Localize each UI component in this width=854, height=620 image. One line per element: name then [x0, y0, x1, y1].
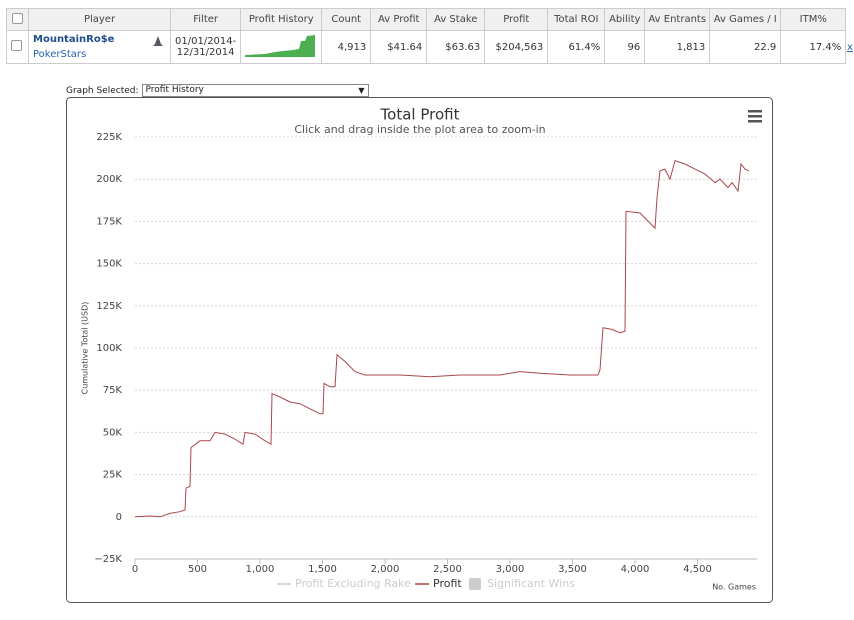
itm: 17.4%	[780, 30, 847, 64]
stats-table: Player Filter Profit History Count Av Pr…	[6, 8, 847, 64]
x-tick-label: 1,000	[246, 564, 275, 575]
select-all[interactable]	[6, 8, 29, 31]
sparkline-cell	[240, 30, 323, 64]
header[interactable]: ITM%	[780, 8, 847, 31]
header[interactable]: Av Stake	[426, 8, 486, 31]
graph-selector: Graph Selected: Profit History ▼	[66, 84, 369, 97]
legend-symbol	[469, 578, 481, 590]
av-entrants: 1,813	[644, 30, 711, 64]
y-tick-label: −25K	[94, 554, 122, 565]
y-tick-label: 200K	[96, 174, 122, 185]
total-roi: 61.4%	[547, 30, 606, 64]
x-tick-label: 1,500	[308, 564, 337, 575]
x-tick-label: 4,000	[621, 564, 650, 575]
header[interactable]: Filter	[169, 8, 242, 31]
x-tick-label: 3,500	[558, 564, 587, 575]
header[interactable]: Av Profit	[370, 8, 428, 31]
header[interactable]: Count	[321, 8, 372, 31]
y-tick-label: 225K	[96, 132, 122, 143]
y-tick-label: 50K	[103, 427, 123, 438]
y-axis-title: Cumulative Total (USD)	[81, 302, 90, 395]
sparkline	[245, 34, 316, 57]
x-axis-title: No. Games	[712, 583, 756, 592]
data-row: MountainRo$e PokerStars 01/01/2014-12/31…	[6, 30, 847, 64]
chart-menu[interactable]	[748, 110, 762, 123]
row-select[interactable]	[6, 30, 29, 64]
y-tick-label: 175K	[96, 216, 122, 227]
x-tick-label: 3,000	[496, 564, 525, 575]
x-tick-label: 4,500	[683, 564, 712, 575]
y-tick-label: 100K	[96, 343, 122, 354]
filter-cell: 01/01/2014-12/31/2014	[169, 30, 242, 64]
remove-link[interactable]: x	[847, 42, 853, 53]
selector-label: Graph Selected:	[66, 86, 139, 96]
legend-label: Significant Wins	[487, 577, 575, 590]
legend-label: Profit Excluding Rake	[295, 577, 411, 590]
player-name[interactable]: MountainRo$e	[33, 34, 115, 45]
av-games: 22.9	[709, 30, 782, 64]
av-profit: $41.64	[370, 30, 428, 64]
profit: $204,563	[484, 30, 549, 64]
y-tick-label: 125K	[96, 301, 122, 312]
y-tick-label: 75K	[103, 385, 123, 396]
header[interactable]: Player	[28, 8, 171, 31]
header[interactable]: Profit History	[240, 8, 323, 31]
x-tick-label: 0	[132, 564, 138, 575]
chart-frame	[66, 97, 773, 603]
chart-title: Total Profit	[380, 106, 460, 124]
av-stake: $63.63	[426, 30, 486, 64]
ability: 96	[604, 30, 646, 64]
header[interactable]: Av Games / I	[709, 8, 782, 31]
x-tick-label: 2,000	[371, 564, 400, 575]
profit-line	[134, 159, 750, 518]
dropdown-value: Profit History	[145, 85, 204, 95]
y-tick-label: 150K	[96, 259, 122, 270]
y-tick-label: 0	[116, 512, 122, 523]
header[interactable]: Ability	[604, 8, 646, 31]
y-tick-label: 25K	[103, 470, 123, 481]
header-row: Player Filter Profit History Count Av Pr…	[6, 8, 847, 31]
legend-label: Profit	[433, 577, 462, 590]
site-name[interactable]: PokerStars	[33, 49, 87, 60]
graph-dropdown[interactable]: Profit History ▼	[141, 84, 369, 97]
x-tick-label: 2,500	[433, 564, 462, 575]
count: 4,913	[321, 30, 372, 64]
x-tick-label: 500	[188, 564, 207, 575]
chart-subtitle: Click and drag inside the plot area to z…	[294, 123, 545, 136]
player-icon	[153, 36, 163, 46]
header[interactable]: Total ROI	[547, 8, 606, 31]
header[interactable]: Av Entrants	[644, 8, 711, 31]
header[interactable]: Profit	[484, 8, 549, 31]
player-cell: MountainRo$e PokerStars	[28, 30, 171, 64]
